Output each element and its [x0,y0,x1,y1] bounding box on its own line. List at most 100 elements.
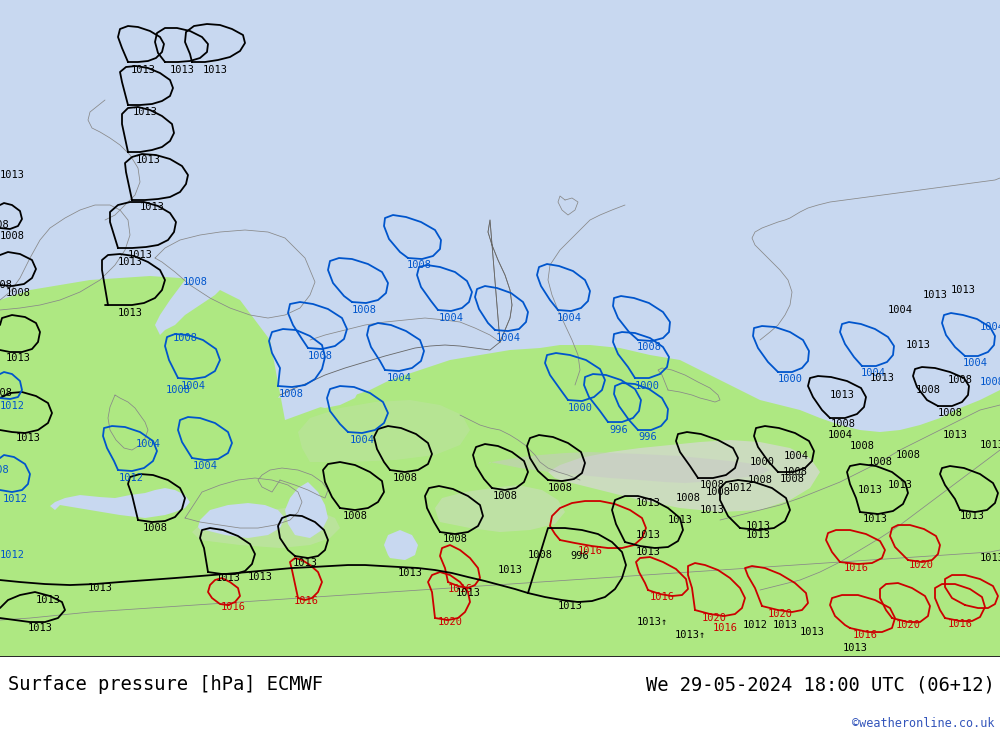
Text: 1004: 1004 [860,368,886,378]
Text: 1008: 1008 [166,385,190,395]
Text: 1013: 1013 [830,390,854,400]
Text: 1016: 1016 [712,623,738,633]
Text: 1013: 1013 [746,530,770,540]
Text: 1013: 1013 [140,202,164,212]
Polygon shape [192,508,340,548]
Text: 1013↑: 1013↑ [636,617,668,627]
Text: 1013: 1013 [202,65,228,75]
Text: 1008: 1008 [0,280,12,290]
Text: 1000: 1000 [635,381,660,391]
Text: 1013: 1013 [216,573,240,583]
Text: 1008: 1008 [980,377,1000,387]
Text: 1013: 1013 [28,623,52,633]
Text: 1012: 1012 [0,550,24,560]
Text: 1013: 1013 [950,285,976,295]
Text: 1016: 1016 [948,619,972,629]
Text: 1013: 1013 [0,170,24,180]
Text: 1000: 1000 [568,403,592,413]
Text: ©weatheronline.co.uk: ©weatheronline.co.uk [852,718,995,730]
Text: 1013: 1013 [862,514,888,524]
Text: 1013: 1013 [922,290,948,300]
Text: 1008: 1008 [278,389,304,399]
Text: 1013: 1013 [118,308,143,318]
Polygon shape [548,440,820,512]
Text: 1013: 1013 [456,588,480,598]
Text: 1013: 1013 [980,440,1000,450]
Text: 1004: 1004 [180,381,206,391]
Text: 1013: 1013 [398,568,422,578]
Text: 1013: 1013 [842,643,868,653]
Text: 1013: 1013 [558,601,582,611]
Text: 1008: 1008 [0,388,12,398]
Text: 1000: 1000 [778,374,802,384]
Text: 1008: 1008 [352,305,376,315]
Text: 1013: 1013 [636,530,660,540]
Text: 1020: 1020 [438,617,462,627]
Text: 008: 008 [0,220,9,230]
Text: 1008: 1008 [342,511,368,521]
Polygon shape [278,380,360,408]
Text: 1020: 1020 [702,613,726,623]
Text: 1013: 1013 [170,65,194,75]
Text: 1016: 1016 [852,630,878,640]
Text: 1008: 1008 [700,480,724,490]
Polygon shape [0,0,1000,656]
Text: 1008: 1008 [782,467,808,477]
Text: 1013: 1013 [700,505,724,515]
Text: 1004: 1004 [350,435,374,445]
Text: 996: 996 [571,551,589,561]
Text: 1012: 1012 [728,483,753,493]
Text: 1016: 1016 [578,546,602,556]
Text: 1016: 1016 [650,592,674,602]
Text: 1008: 1008 [850,441,874,451]
Text: 1012: 1012 [2,494,28,504]
Text: 1016: 1016 [220,602,246,612]
Text: 1008: 1008 [748,475,772,485]
Text: 1013: 1013 [960,511,984,521]
Text: 1013↑: 1013↑ [674,630,706,640]
Text: 1004: 1004 [556,313,582,323]
Text: 1013: 1013 [772,620,798,630]
Text: 1016: 1016 [294,596,318,606]
Text: 1013: 1013 [6,353,30,363]
Text: 1012: 1012 [742,620,768,630]
Text: 1008: 1008 [392,473,418,483]
Text: 1000: 1000 [750,457,774,467]
Text: 1008: 1008 [173,333,198,343]
Text: 1008: 1008 [406,260,432,270]
Text: 1012: 1012 [0,401,24,411]
Text: 1008: 1008 [637,342,662,352]
Text: 1004: 1004 [136,439,160,449]
Text: 1013: 1013 [128,250,152,260]
Text: 1004: 1004 [784,451,808,461]
Text: 1008: 1008 [916,385,940,395]
Polygon shape [285,340,380,378]
Text: 1008: 1008 [0,231,24,241]
Text: Surface pressure [hPa] ECMWF: Surface pressure [hPa] ECMWF [8,675,323,694]
Text: 1008: 1008 [948,375,972,385]
Text: 996: 996 [639,432,657,442]
Text: 1004: 1004 [828,430,852,440]
Text: 1004: 1004 [438,313,464,323]
Polygon shape [298,400,470,462]
Text: 1004: 1004 [496,333,520,343]
Text: 1013: 1013 [498,565,522,575]
Text: 1013: 1013 [668,515,692,525]
Text: 1008: 1008 [896,450,920,460]
Text: 1004: 1004 [192,461,218,471]
Text: 1013: 1013 [870,373,895,383]
Text: 1004: 1004 [888,305,912,315]
Text: 1012: 1012 [119,473,144,483]
Text: 1013: 1013 [746,521,770,531]
Text: 1008: 1008 [308,351,332,361]
Text: 1013: 1013 [636,498,660,508]
Text: 1004: 1004 [962,358,988,368]
Text: 1008: 1008 [706,487,730,497]
Polygon shape [198,503,285,538]
Text: 008: 008 [0,465,9,475]
Text: 1013: 1013 [292,558,318,568]
Text: 1008: 1008 [492,491,518,501]
Text: 1008: 1008 [6,288,30,298]
Text: 1013: 1013 [636,547,660,557]
Text: 1008: 1008 [528,550,552,560]
